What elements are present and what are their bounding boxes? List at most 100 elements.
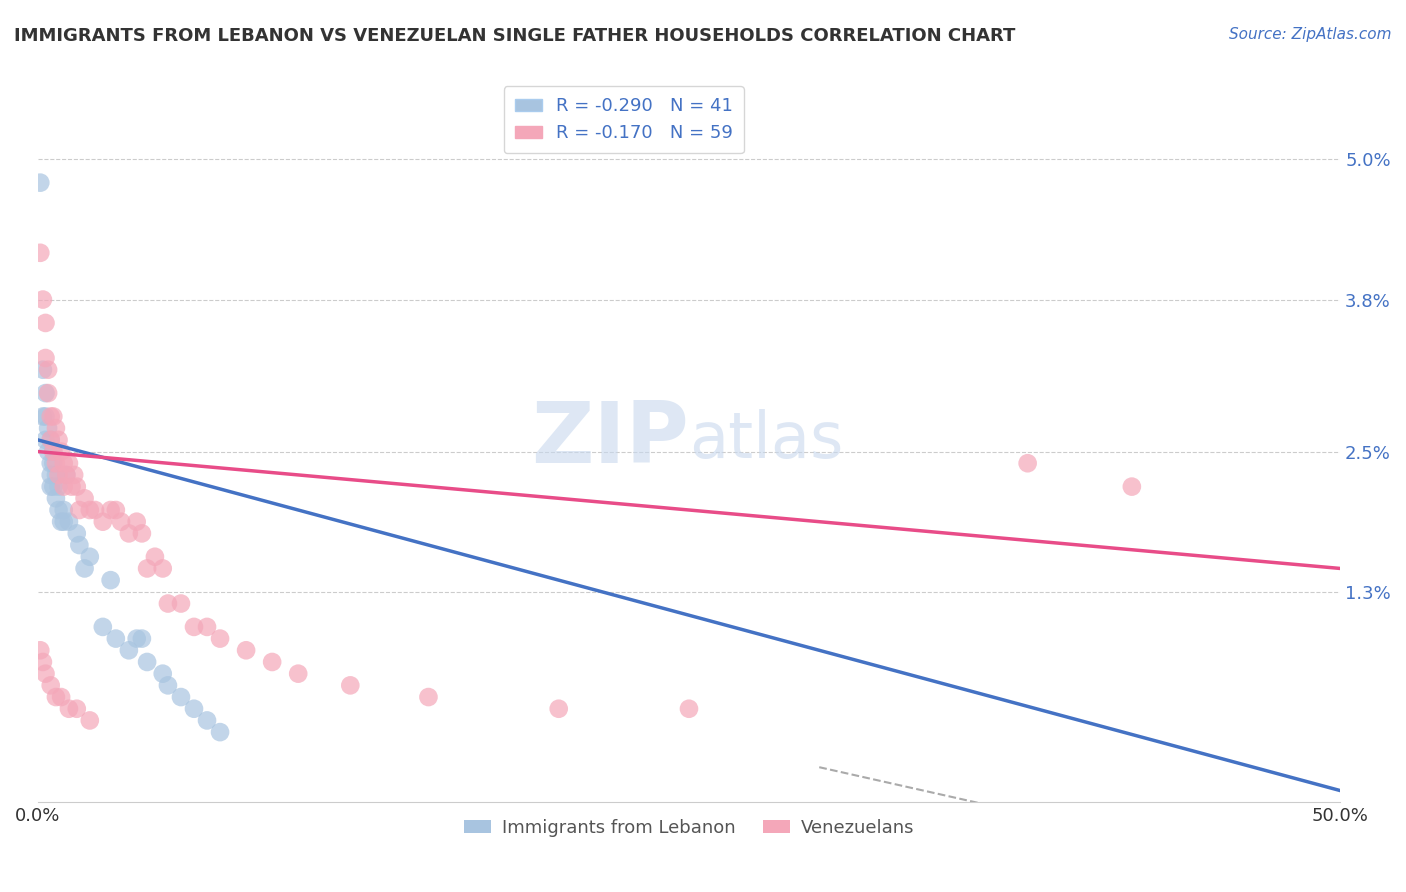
Point <box>118 526 141 541</box>
Point <box>418 690 440 704</box>
Point <box>58 702 80 716</box>
Point <box>48 503 70 517</box>
Point <box>52 515 75 529</box>
Point <box>547 702 569 716</box>
Point <box>49 444 72 458</box>
Point <box>183 620 205 634</box>
Point <box>67 503 90 517</box>
Point <box>34 316 56 330</box>
Point <box>42 480 65 494</box>
Point <box>39 433 62 447</box>
Point <box>136 561 159 575</box>
Point <box>209 725 232 739</box>
Point <box>183 702 205 716</box>
Point <box>152 561 174 575</box>
Point <box>45 467 67 482</box>
Point <box>73 561 96 575</box>
Point <box>235 643 257 657</box>
Point <box>195 620 218 634</box>
Point <box>100 503 122 517</box>
Point <box>131 526 153 541</box>
Point <box>55 467 77 482</box>
Point <box>195 714 218 728</box>
Point <box>48 433 70 447</box>
Point <box>55 467 77 482</box>
Point <box>118 643 141 657</box>
Point <box>30 643 52 657</box>
Point <box>73 491 96 506</box>
Point <box>37 421 59 435</box>
Point <box>34 666 56 681</box>
Text: IMMIGRANTS FROM LEBANON VS VENEZUELAN SINGLE FATHER HOUSEHOLDS CORRELATION CHART: IMMIGRANTS FROM LEBANON VS VENEZUELAN SI… <box>14 27 1015 45</box>
Point <box>58 515 80 529</box>
Point <box>39 480 62 494</box>
Point <box>125 632 148 646</box>
Point <box>170 690 193 704</box>
Point <box>79 503 101 517</box>
Point <box>60 480 83 494</box>
Point <box>32 409 55 424</box>
Point <box>262 655 284 669</box>
Point <box>678 702 700 716</box>
Point <box>37 362 59 376</box>
Point <box>84 503 107 517</box>
Point <box>45 421 67 435</box>
Point <box>143 549 166 564</box>
Point <box>91 515 114 529</box>
Point <box>52 480 75 494</box>
Point <box>32 293 55 307</box>
Point <box>287 666 309 681</box>
Point <box>52 456 75 470</box>
Point <box>136 655 159 669</box>
Point <box>110 515 132 529</box>
Point <box>32 655 55 669</box>
Point <box>1017 456 1039 470</box>
Point <box>339 678 361 692</box>
Point <box>45 456 67 470</box>
Point <box>104 632 127 646</box>
Point <box>34 351 56 365</box>
Point <box>39 433 62 447</box>
Point <box>34 386 56 401</box>
Text: ZIP: ZIP <box>531 399 689 482</box>
Point <box>45 690 67 704</box>
Point <box>34 433 56 447</box>
Point <box>63 467 86 482</box>
Point <box>39 456 62 470</box>
Point <box>45 491 67 506</box>
Point <box>34 409 56 424</box>
Point <box>42 456 65 470</box>
Point <box>170 597 193 611</box>
Point <box>79 549 101 564</box>
Point <box>66 526 89 541</box>
Point <box>67 538 90 552</box>
Point <box>48 480 70 494</box>
Point <box>39 467 62 482</box>
Point <box>49 515 72 529</box>
Point <box>209 632 232 646</box>
Point <box>100 573 122 587</box>
Point <box>42 409 65 424</box>
Text: Source: ZipAtlas.com: Source: ZipAtlas.com <box>1229 27 1392 42</box>
Legend: Immigrants from Lebanon, Venezuelans: Immigrants from Lebanon, Venezuelans <box>457 812 921 844</box>
Point <box>37 444 59 458</box>
Point <box>1121 480 1143 494</box>
Point <box>152 666 174 681</box>
Point <box>49 690 72 704</box>
Point <box>42 444 65 458</box>
Point <box>30 176 52 190</box>
Point <box>131 632 153 646</box>
Point <box>58 456 80 470</box>
Point <box>39 409 62 424</box>
Point <box>30 245 52 260</box>
Point <box>156 678 179 692</box>
Point <box>37 386 59 401</box>
Point <box>66 480 89 494</box>
Point <box>52 503 75 517</box>
Point <box>39 678 62 692</box>
Point <box>48 467 70 482</box>
Text: atlas: atlas <box>689 409 844 471</box>
Point <box>42 444 65 458</box>
Point <box>104 503 127 517</box>
Point <box>91 620 114 634</box>
